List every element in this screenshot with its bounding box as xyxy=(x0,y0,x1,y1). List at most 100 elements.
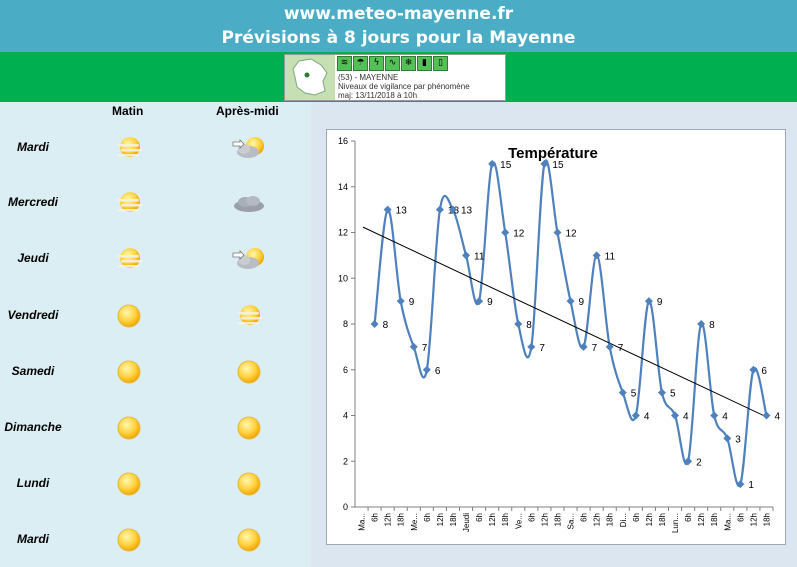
data-label: 8 xyxy=(383,320,389,331)
sun-icon xyxy=(237,360,261,384)
sun-icon xyxy=(117,360,141,384)
x-tick-label: 6h xyxy=(475,513,484,522)
data-point xyxy=(553,228,562,237)
column-header-morning: Matin xyxy=(112,104,144,118)
data-point xyxy=(697,320,706,328)
chart-title: Température xyxy=(508,145,598,162)
temperature-chart: 0 2 4 6 8 10 12 14 16 Ma... 6h 12h 18h Me... 6h 12h 18h J… xyxy=(326,129,786,545)
data-label: 11 xyxy=(605,251,616,262)
data-point xyxy=(749,365,758,374)
vigilance-widget[interactable]: ≋ ☂ ϟ ∿ ❄ ▮ ▯ (53) - MAYENNE Niveaux de … xyxy=(284,54,506,101)
x-tick-label: 12h xyxy=(593,513,602,526)
temperature-series-line xyxy=(373,159,768,488)
data-label: 8 xyxy=(526,320,532,331)
data-label: 8 xyxy=(709,320,715,331)
x-tick-label: 6h xyxy=(632,513,641,522)
sun-icon xyxy=(237,416,261,440)
wind-icon: ≋ xyxy=(337,56,352,71)
x-tick-label: 6h xyxy=(684,513,693,522)
data-point xyxy=(475,297,484,306)
data-label: 9 xyxy=(409,297,415,308)
header-banner: www.meteo-mayenne.fr Prévisions à 8 jour… xyxy=(0,0,797,52)
data-point xyxy=(736,480,745,489)
vigilance-description: Niveaux de vigilance par phénomène xyxy=(338,82,470,91)
vigilance-region: (53) - MAYENNE xyxy=(338,73,399,82)
x-tick-label: 18h xyxy=(501,513,510,526)
data-point xyxy=(657,388,666,397)
data-point xyxy=(684,457,693,466)
forecast-panel xyxy=(0,102,311,567)
x-tick-label: 18h xyxy=(710,513,719,526)
data-point xyxy=(370,320,379,328)
dark-cloud-icon xyxy=(234,196,264,212)
sun-icon xyxy=(237,472,261,496)
data-label: 4 xyxy=(644,412,650,423)
x-tick-label: 18h xyxy=(606,513,615,526)
data-label: 7 xyxy=(422,343,428,354)
x-tick-label: Jeudi xyxy=(462,513,471,532)
x-tick-label: 12h xyxy=(384,513,393,526)
data-label: 4 xyxy=(774,412,780,423)
x-tick-label: Ma... xyxy=(358,513,367,531)
day-label: Samedi xyxy=(11,364,55,378)
column-header-afternoon: Après-midi xyxy=(216,104,279,118)
y-tick-label: 12 xyxy=(338,228,348,238)
y-tick-label: 2 xyxy=(343,456,348,466)
x-tick-label: 12h xyxy=(697,513,706,526)
sun-icon xyxy=(117,416,141,440)
sun-icon xyxy=(117,472,141,496)
x-tick-label: 18h xyxy=(397,513,406,526)
sun-icon xyxy=(117,528,141,552)
data-label: 5 xyxy=(670,389,676,400)
day-label: Vendredi xyxy=(7,308,59,322)
data-label: 5 xyxy=(631,389,637,400)
data-point xyxy=(435,205,444,214)
data-point xyxy=(710,411,719,420)
x-tick-label: 6h xyxy=(527,513,536,522)
data-label: 12 xyxy=(565,229,577,240)
data-point xyxy=(462,251,471,260)
sun-fog-icon xyxy=(117,192,143,212)
y-tick-label: 4 xyxy=(343,411,348,421)
x-tick-label: 12h xyxy=(749,513,758,526)
trendline xyxy=(362,226,767,418)
y-tick-label: 8 xyxy=(343,319,348,329)
data-label: 15 xyxy=(500,160,512,171)
cold-icon: ▯ xyxy=(433,56,448,71)
data-point xyxy=(514,320,523,328)
data-point xyxy=(448,205,457,214)
x-tick-label: 18h xyxy=(658,513,667,526)
x-tick-label: Di... xyxy=(619,513,628,527)
data-point xyxy=(762,411,771,420)
data-point xyxy=(396,297,405,306)
data-point xyxy=(422,365,431,374)
data-label: 2 xyxy=(696,457,702,468)
sun-icon xyxy=(117,304,141,328)
data-point xyxy=(631,411,640,420)
data-label: 6 xyxy=(435,366,441,377)
day-label: Dimanche xyxy=(4,420,62,434)
x-tick-label: Sa... xyxy=(567,513,576,529)
snow-ice-icon: ❄ xyxy=(401,56,416,71)
x-tick-label: 6h xyxy=(736,513,745,522)
data-point xyxy=(592,251,601,260)
heat-icon: ▮ xyxy=(417,56,432,71)
data-point xyxy=(566,297,575,306)
page-title: Prévisions à 8 jours pour la Mayenne xyxy=(221,28,576,48)
data-label: 9 xyxy=(579,297,585,308)
x-tick-label: 12h xyxy=(436,513,445,526)
y-tick-label: 6 xyxy=(343,365,348,375)
data-label: 3 xyxy=(735,434,741,445)
data-point xyxy=(501,228,510,237)
sun-fog-icon xyxy=(237,305,263,325)
france-map-icon xyxy=(285,55,335,100)
site-title[interactable]: www.meteo-mayenne.fr xyxy=(283,4,514,24)
data-label: 9 xyxy=(487,297,493,308)
vigilance-update: maj: 13/11/2018 à 10h xyxy=(338,91,418,100)
data-point xyxy=(618,388,627,397)
data-point xyxy=(527,342,536,351)
data-point xyxy=(579,342,588,351)
day-label: Mercredi xyxy=(7,195,59,209)
